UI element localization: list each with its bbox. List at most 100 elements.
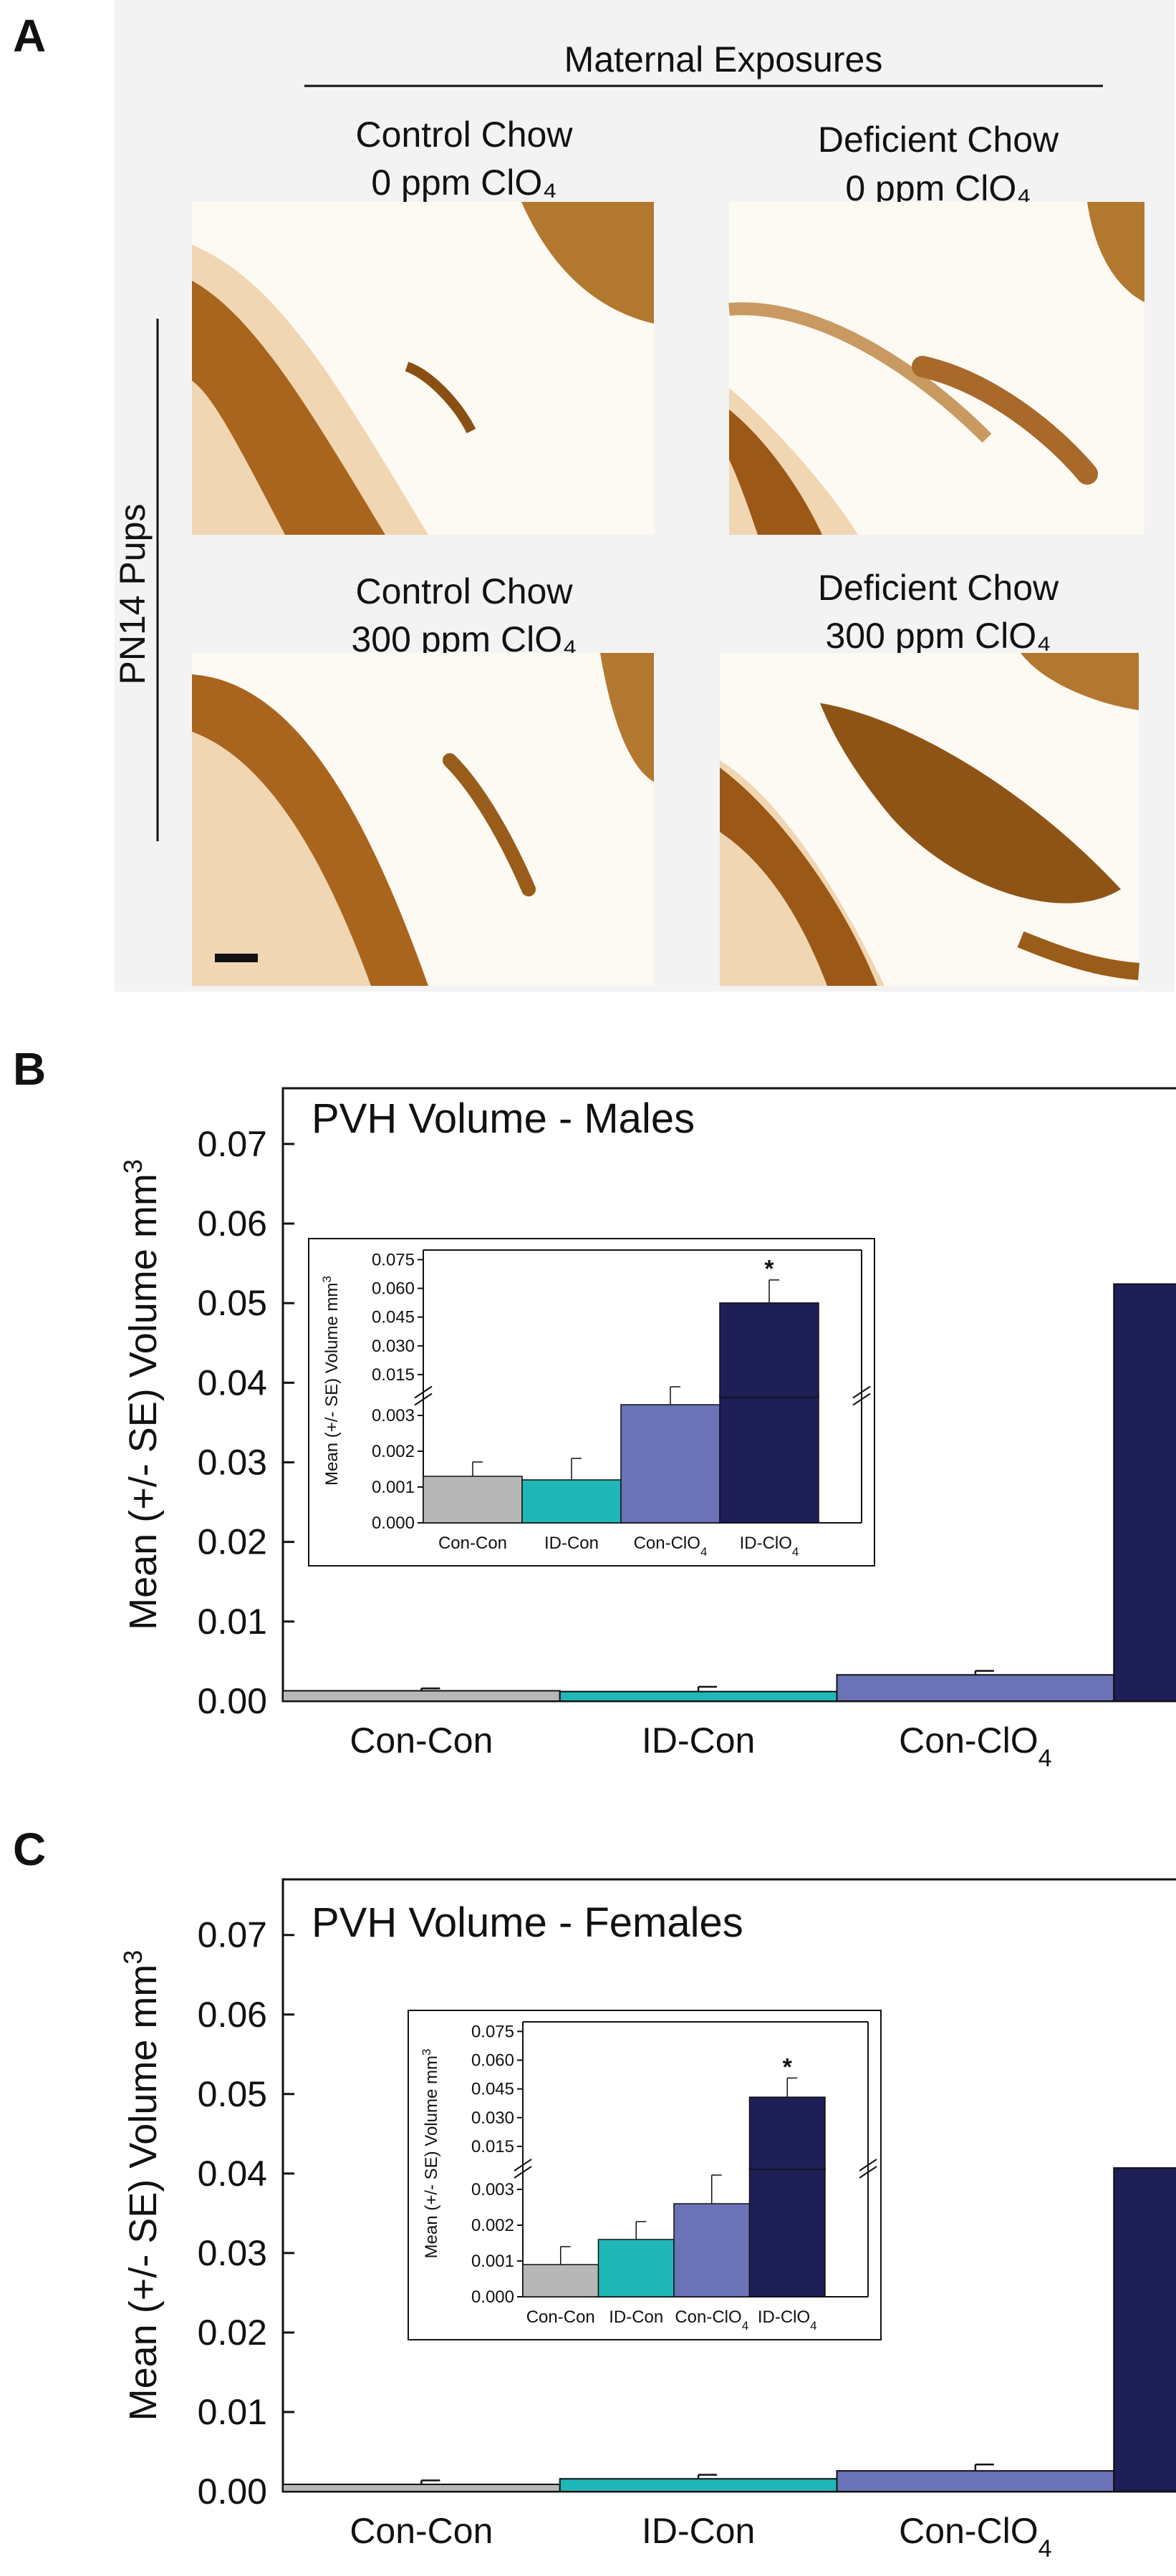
inset-y-tick-label: 0.000	[471, 2287, 514, 2307]
x-tick-label: Con-ClO4	[899, 2511, 1051, 2562]
micrograph-control-0	[192, 202, 654, 535]
inset-bar-upper	[748, 2096, 826, 2170]
maternal-exposures-header: Maternal Exposures	[564, 39, 883, 79]
bar	[836, 1674, 1115, 1702]
inset-significance-marker: *	[764, 1256, 774, 1283]
inset-x-tick-label: ID-ClO4	[758, 2308, 817, 2333]
inset-y-tick-label: 0.003	[471, 2180, 514, 2199]
inset-axis-break	[514, 2159, 532, 2171]
caption-control-0-line1: Control Chow	[356, 115, 574, 155]
inset-x-tick-label: Con-ClO4	[675, 2308, 748, 2333]
y-tick-label: 0.02	[198, 1522, 267, 1562]
caption-deficient-0-line1: Deficient Chow	[818, 120, 1059, 160]
x-tick-label: Con-ClO4	[899, 1720, 1051, 1772]
inset-y-tick-label: 0.060	[372, 1279, 415, 1299]
inset-y-tick-label: 0.001	[471, 2252, 514, 2271]
micrograph-control-300	[192, 653, 654, 986]
y-tick-label: 0.03	[198, 1442, 267, 1482]
inset-axis-break	[514, 2166, 532, 2179]
caption-control-0-line2: 0 ppm ClO₄	[371, 163, 556, 203]
inset-bar-lower	[719, 1393, 819, 1524]
caption-control-300-line1: Control Chow	[356, 571, 574, 611]
bar	[559, 1690, 838, 1702]
inset-x-tick-label: Con-ClO4	[634, 1534, 708, 1559]
chart-title: PVH Volume - Males	[312, 1095, 695, 1142]
y-tick-label: 0.01	[198, 2392, 267, 2432]
inset-y-tick-label: 0.002	[372, 1442, 415, 1461]
inset-bar	[620, 1404, 720, 1524]
bar	[559, 2478, 838, 2493]
inset-bar	[423, 1476, 523, 1524]
y-tick-label: 0.05	[198, 2074, 267, 2114]
caption-deficient-300-line1: Deficient Chow	[818, 568, 1059, 608]
inset-y-tick-label: 0.002	[471, 2216, 514, 2235]
inset-significance-marker: *	[783, 2053, 793, 2081]
caption-control-300-line2: 300 ppm ClO₄	[352, 619, 577, 659]
chart-title: PVH Volume - Females	[312, 1899, 743, 1946]
panel-letter-b: B	[13, 1043, 46, 1095]
y-tick-label: 0.00	[198, 2471, 267, 2512]
y-tick-label: 0.01	[198, 1602, 267, 1642]
inset-y-tick-label: 0.015	[372, 1365, 415, 1385]
inset-axis-break	[414, 1385, 433, 1399]
inset-axis-break	[859, 2166, 877, 2179]
y-tick-label: 0.05	[198, 1283, 267, 1323]
y-tick-label: 0.07	[198, 1915, 267, 1955]
inset-y-tick-label: 0.045	[471, 2080, 514, 2099]
y-tick-label: 0.04	[198, 2154, 267, 2194]
inset-axis-break	[852, 1393, 871, 1406]
chart-females: 0.00 0.01 0.02 0.03 0.04 0.05 0.06 0.07 Mean (+/…	[118, 1878, 1176, 2562]
bar	[1113, 1283, 1176, 1702]
inset-x-tick-label: ID-ClO4	[740, 1534, 799, 1559]
inset-bar	[522, 2264, 599, 2297]
y-axis-label: Mean (+/- SE) Volume mm3	[118, 1950, 165, 2421]
inset-y-tick-label: 0.003	[372, 1406, 415, 1425]
bar	[1113, 2167, 1176, 2493]
y-tick-label: 0.02	[198, 2313, 267, 2353]
inset-x-tick-label: ID-Con	[544, 1534, 599, 1553]
inset-y-tick-label: 0.075	[372, 1250, 415, 1269]
inset-y-tick-label: 0.001	[372, 1478, 415, 1497]
inset-bar	[521, 1479, 622, 1524]
inset-y-tick-label: 0.030	[471, 2108, 514, 2128]
micrograph-deficient-300	[720, 653, 1139, 986]
panel-letter-c: C	[13, 1824, 46, 1875]
inset-bar	[673, 2203, 751, 2297]
inset-axis-break	[414, 1393, 433, 1406]
inset-bar-upper	[719, 1302, 819, 1398]
x-tick-label: Con-Con	[350, 2511, 493, 2551]
inset-x-tick-label: ID-Con	[609, 2308, 663, 2327]
inset-x-tick-label: Con-Con	[438, 1534, 507, 1553]
chart-males: 0.00 0.01 0.02 0.03 0.04 0.05 0.06 0.07 Mean (+/…	[118, 1087, 1176, 1772]
y-tick-label: 0.03	[198, 2233, 267, 2273]
inset-axis-break	[852, 1385, 871, 1399]
y-axis-label: Mean (+/- SE) Volume mm3	[118, 1159, 165, 1630]
pn14-pups-label: PN14 Pups	[112, 504, 153, 685]
bar	[282, 2484, 561, 2493]
y-tick-label: 0.04	[198, 1362, 267, 1403]
micrograph-deficient-0	[728, 202, 1144, 535]
caption-deficient-0-line2: 0 ppm ClO₄	[845, 168, 1031, 208]
y-tick-label: 0.06	[198, 1995, 267, 2035]
inset-y-tick-label: 0.030	[372, 1337, 415, 1356]
x-tick-label: ID-Con	[642, 2511, 755, 2551]
panel-letter-a: A	[13, 10, 46, 62]
inset-y-tick-label: 0.075	[471, 2022, 514, 2041]
bar	[282, 1690, 561, 1703]
y-tick-label: 0.07	[198, 1124, 267, 1164]
inset-y-tick-label: 0.015	[471, 2137, 514, 2156]
inset-bar	[597, 2239, 675, 2297]
inset-y-axis-label: Mean (+/- SE) Volume mm3	[320, 1276, 342, 1486]
inset-y-tick-label: 0.045	[372, 1308, 415, 1327]
inset-y-tick-label: 0.000	[372, 1514, 415, 1533]
inset-axis-break	[859, 2159, 877, 2171]
x-tick-label: Con-Con	[350, 1720, 493, 1761]
inset-y-axis-label: Mean (+/- SE) Volume mm3	[420, 2049, 442, 2259]
x-tick-label: ID-Con	[642, 1720, 755, 1761]
inset-y-tick-label: 0.060	[471, 2051, 514, 2071]
bar	[836, 2470, 1115, 2493]
y-tick-label: 0.00	[198, 1681, 267, 1721]
y-tick-label: 0.06	[198, 1204, 267, 1244]
inset-x-tick-label: Con-Con	[526, 2308, 595, 2327]
